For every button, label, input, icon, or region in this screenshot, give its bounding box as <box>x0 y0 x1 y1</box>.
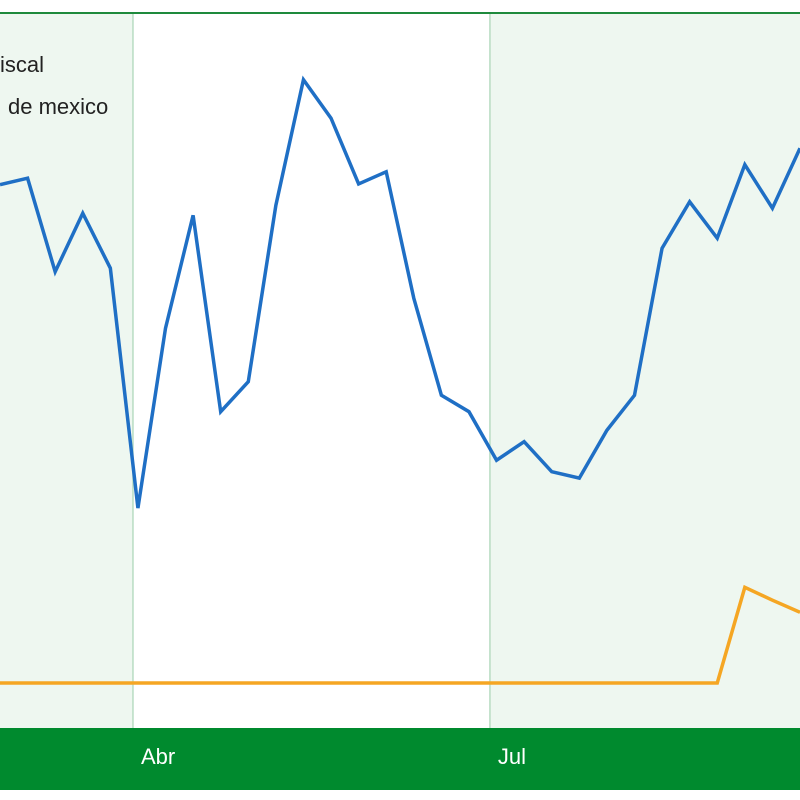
quarter-band <box>0 14 133 728</box>
quarter-band <box>489 14 800 728</box>
x-tick-label: Abr <box>141 744 175 769</box>
x-tick-label: Jul <box>498 744 526 769</box>
legend-entry: de mexico <box>8 94 108 119</box>
series-line <box>0 75 800 509</box>
series-line <box>0 584 800 685</box>
legend-entry: iscal <box>0 52 44 77</box>
quarter-band <box>132 14 490 728</box>
x-axis-band <box>0 728 800 790</box>
